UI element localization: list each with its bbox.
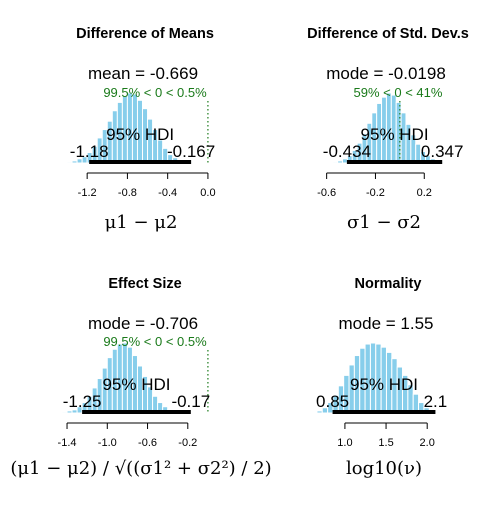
x-tick-label: -0.2 [366, 187, 385, 199]
panel-title: Difference of Std. Dev.s [307, 26, 469, 42]
x-axis-label: σ1 − σ2 [347, 212, 421, 233]
x-tick-label: 1.0 [337, 437, 352, 449]
x-tick-label: 2.0 [420, 437, 435, 449]
histogram-bar [440, 412, 445, 413]
panel-title: Difference of Means [76, 26, 214, 42]
panel-title: Normality [355, 276, 422, 292]
x-tick-label: -1.4 [58, 437, 77, 449]
x-tick-label: -1.0 [98, 437, 117, 449]
x-tick-label: 0.2 [417, 187, 432, 199]
hdi-low-value: 0.85 [316, 392, 349, 411]
x-tick-label: 1.5 [378, 437, 393, 449]
x-tick-label: -0.6 [317, 187, 336, 199]
histogram-bar [67, 411, 72, 413]
x-axis-label: log10(ν) [346, 458, 422, 479]
x-tick-label: -0.2 [178, 437, 197, 449]
hdi-low-value: -0.434 [323, 142, 371, 161]
hdi-high-value: 2.1 [424, 392, 448, 411]
x-tick-label: -0.8 [118, 187, 137, 199]
x-tick-label: -0.6 [138, 437, 157, 449]
hdi-high-value: -0.167 [167, 142, 215, 161]
histogram-bar [338, 161, 343, 163]
histogram-bar [72, 161, 77, 163]
x-tick-label: 0.0 [200, 187, 215, 199]
hdi-low-value: -1.25 [63, 392, 102, 411]
histogram-bar [67, 162, 72, 163]
panel-2: Difference of Std. Dev.s mode = -0.0198 59… [307, 26, 469, 233]
hdi-high-value: -0.17 [171, 392, 210, 411]
central-tendency-label: mode = -0.0198 [326, 64, 446, 83]
x-axis-label: μ1 − μ2 [105, 212, 178, 233]
central-tendency-label: mean = -0.669 [88, 64, 198, 83]
compare-value-label: 59% < 0 < 41% [354, 85, 443, 100]
hdi-high-value: 0.347 [421, 142, 464, 161]
histogram-bar [333, 162, 338, 163]
compare-value-label: 99.5% < 0 < 0.5% [103, 334, 207, 349]
panel-title: Effect Size [108, 276, 181, 292]
central-tendency-label: mode = -0.706 [88, 314, 198, 333]
x-axis-label: (μ1 − μ2) / √((σ1² + σ2²) / 2) [10, 458, 271, 479]
hdi-low-value: -1.18 [70, 142, 109, 161]
panel-1: Difference of Means mean = -0.669 99.5% < … [67, 26, 216, 233]
x-tick-label: -1.2 [78, 187, 97, 199]
central-tendency-label: mode = 1.55 [339, 314, 434, 333]
hdi-label: 95% HDI [102, 375, 170, 394]
x-tick-label: -0.4 [158, 187, 177, 199]
hdi-label: 95% HDI [106, 125, 174, 144]
hdi-label: 95% HDI [350, 375, 418, 394]
histogram-bar [193, 162, 198, 163]
compare-value-label: 99.5% < 0 < 0.5% [103, 85, 207, 100]
histogram-bar [62, 412, 67, 413]
histogram-bar [317, 411, 322, 413]
